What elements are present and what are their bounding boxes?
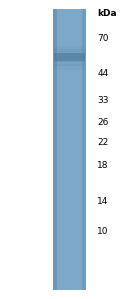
Bar: [54, 53, 85, 59]
Bar: [54, 56, 85, 62]
Text: 18: 18: [97, 161, 109, 170]
Bar: [54, 63, 85, 69]
Text: 33: 33: [97, 96, 109, 105]
Text: 44: 44: [97, 69, 109, 78]
Bar: [53, 9, 57, 290]
Text: kDa: kDa: [97, 9, 117, 18]
Text: 70: 70: [97, 34, 109, 43]
Text: 22: 22: [97, 138, 109, 147]
Bar: [54, 53, 85, 60]
Text: 10: 10: [97, 227, 109, 236]
Bar: [54, 60, 85, 66]
Text: 14: 14: [97, 197, 109, 206]
Bar: [54, 49, 85, 55]
Bar: [82, 9, 86, 290]
Bar: [54, 45, 85, 51]
Bar: [53, 9, 86, 290]
Text: 26: 26: [97, 118, 109, 127]
